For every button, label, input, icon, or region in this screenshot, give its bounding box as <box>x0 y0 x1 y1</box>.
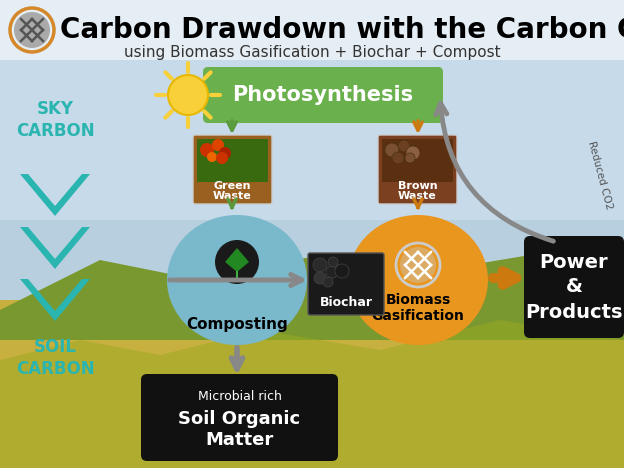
Circle shape <box>207 152 217 162</box>
FancyBboxPatch shape <box>203 67 443 123</box>
Text: Microbial rich: Microbial rich <box>198 390 281 403</box>
Circle shape <box>323 277 333 287</box>
Bar <box>0 300 624 468</box>
Ellipse shape <box>348 215 488 345</box>
Text: Biomass
Gasification: Biomass Gasification <box>371 293 464 323</box>
Text: Green
Waste: Green Waste <box>213 181 252 201</box>
Polygon shape <box>0 250 624 340</box>
Text: using Biomass Gasification + Biochar + Compost: using Biomass Gasification + Biochar + C… <box>124 44 500 59</box>
Text: Carbon Drawdown with the Carbon Cycle: Carbon Drawdown with the Carbon Cycle <box>60 16 624 44</box>
FancyBboxPatch shape <box>308 253 384 315</box>
Polygon shape <box>0 320 624 468</box>
Bar <box>382 139 453 182</box>
Text: Power
&
Products: Power & Products <box>525 253 623 322</box>
Circle shape <box>400 247 436 283</box>
FancyBboxPatch shape <box>524 236 624 338</box>
Text: Soil Organic
Matter: Soil Organic Matter <box>178 410 301 449</box>
Polygon shape <box>20 227 90 269</box>
Circle shape <box>406 146 420 160</box>
Polygon shape <box>225 248 249 272</box>
Circle shape <box>398 140 410 152</box>
FancyArrowPatch shape <box>436 103 553 241</box>
Text: Reduced CO2: Reduced CO2 <box>586 139 614 210</box>
Circle shape <box>219 147 231 159</box>
Polygon shape <box>196 82 208 106</box>
Text: SKY
CARBON: SKY CARBON <box>16 100 94 140</box>
Circle shape <box>168 75 208 115</box>
FancyBboxPatch shape <box>378 135 457 204</box>
Ellipse shape <box>167 215 307 345</box>
Circle shape <box>212 139 224 151</box>
Bar <box>197 139 268 182</box>
Circle shape <box>14 12 50 48</box>
Text: Composting: Composting <box>186 317 288 332</box>
Polygon shape <box>20 174 90 216</box>
FancyBboxPatch shape <box>193 135 272 204</box>
Circle shape <box>215 240 259 284</box>
Bar <box>0 0 624 220</box>
Text: Biochar: Biochar <box>319 297 373 309</box>
Circle shape <box>200 143 214 157</box>
FancyBboxPatch shape <box>141 374 338 461</box>
Circle shape <box>313 258 327 272</box>
Circle shape <box>385 143 399 157</box>
Text: SOIL
CARBON: SOIL CARBON <box>16 338 94 378</box>
Circle shape <box>335 264 349 278</box>
Circle shape <box>216 152 228 164</box>
Circle shape <box>314 272 326 284</box>
Circle shape <box>326 266 338 278</box>
Text: Photosynthesis: Photosynthesis <box>232 85 414 105</box>
Text: Brown
Waste: Brown Waste <box>397 181 437 201</box>
Circle shape <box>328 257 338 267</box>
Bar <box>0 0 624 60</box>
Polygon shape <box>20 279 90 321</box>
Circle shape <box>392 152 404 164</box>
Circle shape <box>405 153 415 163</box>
